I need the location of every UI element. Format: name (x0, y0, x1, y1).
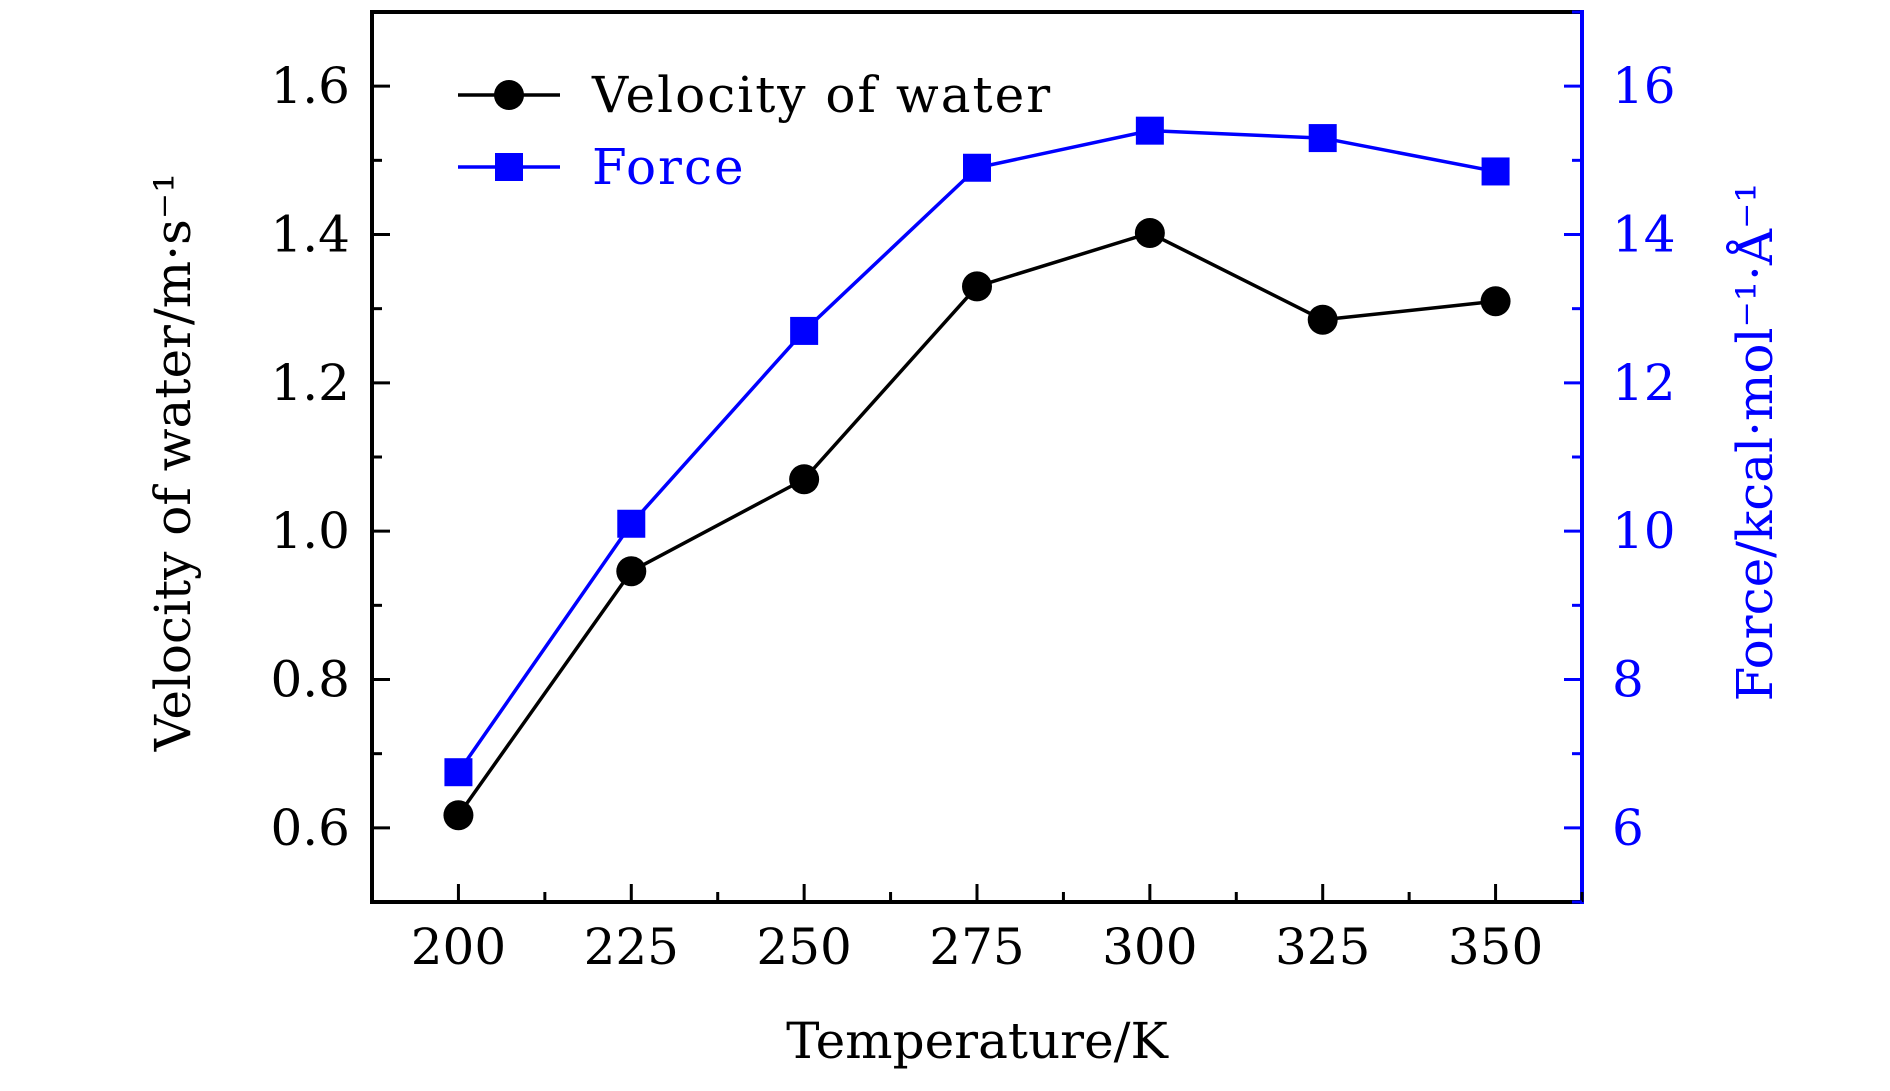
x-tick-label: 225 (584, 918, 679, 976)
legend-marker-force (495, 153, 523, 181)
y-right-tick-label: 12 (1612, 354, 1676, 412)
legend-label-velocity-of-water: Velocity of water (591, 66, 1052, 124)
y-left-tick-label: 0.8 (270, 651, 350, 709)
data-point-velocity-of-water (443, 800, 474, 831)
series-line-force (456, 128, 1496, 774)
x-tick-label: 300 (1102, 918, 1197, 976)
data-point-force (617, 509, 646, 538)
series-line-velocity-of-water (457, 231, 1496, 817)
legend: Velocity of water Force (458, 66, 1052, 196)
y-left-tick-label: 1.6 (270, 57, 350, 115)
data-point-velocity-of-water (789, 464, 820, 495)
y-right-tick-label: 10 (1612, 502, 1676, 560)
data-point-velocity-of-water (1480, 286, 1511, 317)
y-left-tick-label: 0.6 (270, 799, 350, 857)
y-left-tick-label: 1.2 (270, 354, 350, 412)
data-point-force (963, 153, 991, 182)
x-tick-label: 275 (929, 918, 1024, 976)
data-point-force (1481, 157, 1510, 186)
x-axis-title: Temperature/K (786, 1012, 1169, 1070)
y-right-tick-label: 8 (1612, 651, 1644, 709)
x-tick-label: 350 (1448, 918, 1543, 976)
x-tick-label: 250 (756, 918, 851, 976)
data-point-velocity-of-water (962, 271, 992, 302)
axes-layer: 200 225 250 275 300 325 350 0.6 0.8 1.0 1.2 1.4 1.6 6… (270, 10, 1676, 976)
data-point-force (1135, 116, 1164, 145)
legend-label-force: Force (592, 138, 746, 196)
y-right-tick-label: 6 (1612, 799, 1644, 857)
axis-titles: Temperature/K Velocity of water/m·s⁻¹ Forc… (144, 173, 1784, 1070)
y-right-tick-label: 16 (1612, 57, 1676, 115)
data-point-force (790, 316, 819, 345)
y-left-tick-label: 1.4 (270, 206, 350, 264)
legend-marker-velocity-of-water (494, 80, 524, 110)
data-point-velocity-of-water (1307, 304, 1338, 335)
data-point-force (444, 758, 473, 787)
series-layer (443, 116, 1511, 831)
y-right-tick-label: 14 (1612, 206, 1676, 264)
data-point-force (1308, 124, 1337, 153)
data-point-velocity-of-water (616, 556, 647, 587)
x-tick-label: 325 (1275, 918, 1370, 976)
y-left-axis-title: Velocity of water/m·s⁻¹ (144, 173, 202, 752)
y-left-tick-label: 1.0 (270, 502, 350, 560)
y-right-axis-title: Force/kcal·mol⁻¹·Å⁻¹ (1725, 183, 1784, 702)
data-point-velocity-of-water (1134, 218, 1165, 249)
x-tick-label: 200 (411, 918, 506, 976)
